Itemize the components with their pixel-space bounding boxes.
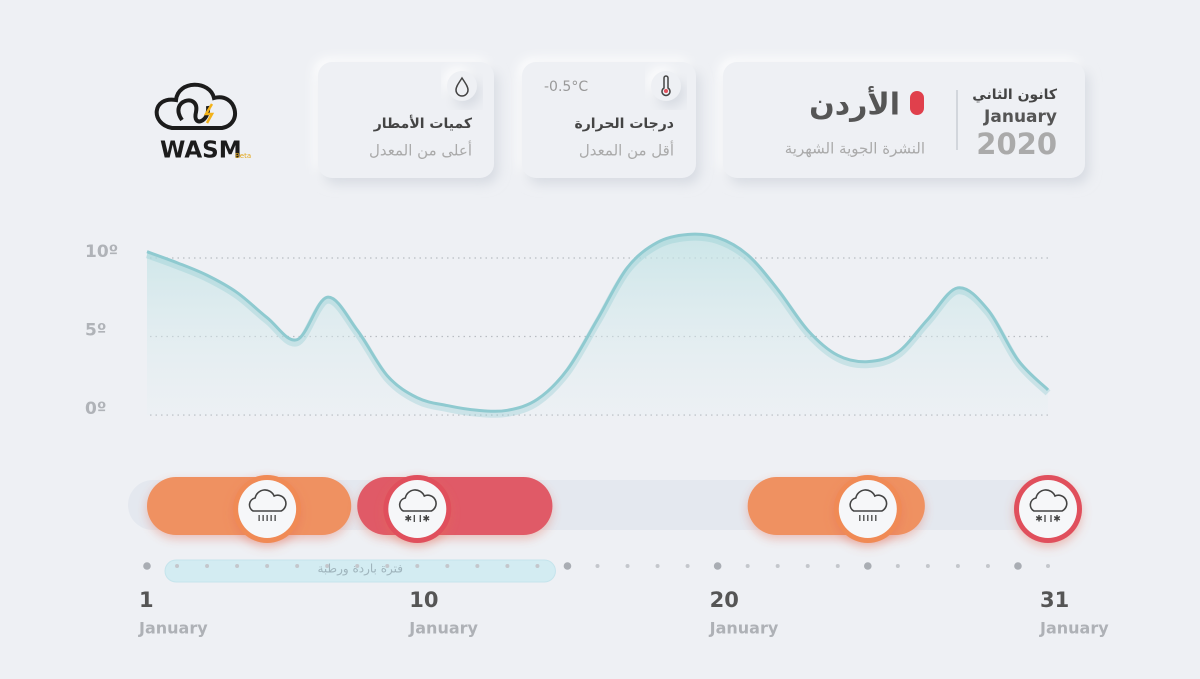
x-tick-label: 20 <box>710 588 739 612</box>
x-tick-label: 31 <box>1040 588 1069 612</box>
annotation-text: فترة باردة ورطبة <box>317 562 403 577</box>
thermometer-bulb <box>664 89 668 93</box>
snow-flake: ✱ <box>423 515 431 525</box>
card-title: درجات الحرارة <box>574 116 674 132</box>
line-shadow <box>145 233 1051 418</box>
day-dot <box>895 564 900 568</box>
subtitle: النشرة الجوية الشهرية <box>785 140 925 158</box>
day-dot <box>745 564 750 568</box>
day-dot-major <box>713 562 722 570</box>
country: الأردن <box>809 86 900 123</box>
day-dot-major <box>143 562 151 570</box>
y-tick-label: 5º <box>85 321 106 341</box>
event-icon-bg <box>1019 480 1077 538</box>
logo-cloud <box>154 82 237 130</box>
month-en: January <box>983 107 1057 127</box>
day-dot <box>595 564 600 568</box>
x-tick-sublabel: January <box>408 619 478 638</box>
card-status: أقل من المعدل <box>579 141 674 160</box>
y-tick-label: 10º <box>85 242 118 262</box>
card-status: أعلى من المعدل <box>369 141 472 160</box>
logo-swirl <box>176 98 211 124</box>
header-card: كانون الثاني January 2020 الأردن النشرة … <box>723 62 1085 178</box>
day-dot <box>775 564 780 568</box>
day-dot <box>1046 564 1050 568</box>
day-dot <box>205 564 210 568</box>
day-dot <box>265 564 270 568</box>
cloud-icon <box>849 489 888 512</box>
cloud-icon <box>1029 489 1068 512</box>
logo-badge: Beta <box>235 152 251 160</box>
day-dot <box>385 564 390 568</box>
icon-bg <box>651 71 681 101</box>
snow-flake: ✱ <box>1053 515 1061 525</box>
day-dot <box>835 564 840 568</box>
chart: 10º 5º 0º فترة باردة ورطبة 1 January 10 January… <box>85 232 1109 638</box>
year: 2020 <box>976 127 1057 161</box>
thermometer-icon <box>661 75 671 97</box>
line-area <box>147 234 1048 415</box>
event-icon-bg <box>238 480 297 538</box>
day-dot <box>685 564 690 568</box>
day-dot <box>625 564 630 568</box>
weather-event <box>147 475 352 543</box>
line <box>146 232 1050 413</box>
annotation-band <box>164 559 556 583</box>
day-dot <box>805 564 810 568</box>
cloud-icon <box>398 489 437 512</box>
weather-event: ✱ ✱ <box>357 475 553 543</box>
day-dot-major <box>1014 562 1022 570</box>
day-dot <box>535 564 540 568</box>
day-dot <box>295 564 300 568</box>
day-dot <box>505 564 510 568</box>
day-dot <box>655 564 660 568</box>
x-tick-sublabel: January <box>709 619 779 638</box>
snow-flake: ✱ <box>405 515 413 525</box>
y-tick-label: 0º <box>85 399 106 419</box>
day-dot <box>235 564 240 568</box>
card-bg <box>723 62 1085 178</box>
day-dot-major <box>864 562 872 570</box>
rain-card: كميات الأمطار أعلى من المعدل <box>318 62 494 178</box>
day-dot <box>415 564 420 568</box>
cloud-icon <box>248 489 287 512</box>
x-tick-sublabel: January <box>1039 619 1109 638</box>
status-dot <box>910 91 924 115</box>
day-dot <box>325 564 330 568</box>
logo-bolt <box>203 103 215 124</box>
weather-event: ✱ ✱ <box>1014 475 1082 543</box>
month-ar: كانون الثاني <box>972 87 1058 103</box>
x-tick-sublabel: January <box>138 619 208 638</box>
x-tick-label: 10 <box>409 588 438 612</box>
day-dot <box>445 564 450 568</box>
day-dot-major <box>563 562 572 570</box>
snow-flake: ✱ <box>1035 515 1043 525</box>
event-icon-bg <box>838 480 897 538</box>
card-title: كميات الأمطار <box>373 115 473 132</box>
day-dot <box>925 564 930 568</box>
event-icon-bg <box>388 480 447 538</box>
weather-event <box>747 475 925 543</box>
day-dot <box>475 564 480 568</box>
day-dot <box>355 564 360 568</box>
day-dot <box>955 564 960 568</box>
icon-bg <box>447 71 477 101</box>
drop-icon <box>455 76 469 97</box>
logo-text: WASM <box>160 138 242 164</box>
card-value: -0.5°C <box>544 79 588 95</box>
day-dot <box>175 564 180 568</box>
temperature-card: -0.5°C درجات الحرارة أقل من المعدل <box>522 62 696 178</box>
logo: WASM Beta <box>154 82 251 164</box>
x-tick-label: 1 <box>139 588 154 612</box>
day-dot <box>985 564 990 568</box>
